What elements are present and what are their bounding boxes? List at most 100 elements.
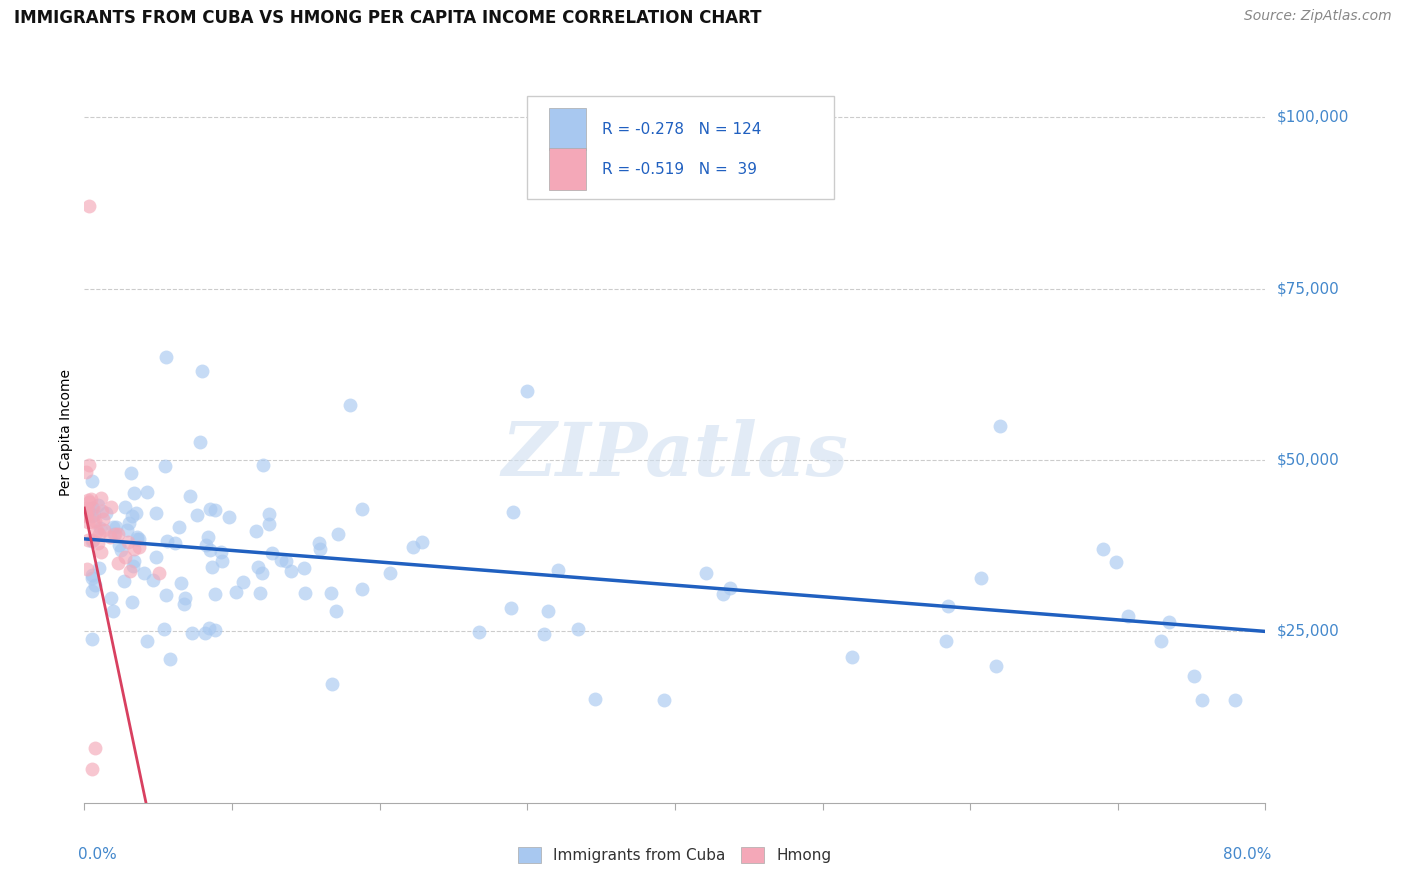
- Point: [1191, 693, 1213, 707]
- Point: [173, 591, 195, 605]
- Point: [246, 560, 269, 574]
- Text: ZIPatlas: ZIPatlas: [502, 418, 848, 491]
- Point: [136, 484, 159, 499]
- Point: [173, 597, 195, 611]
- Point: [90, 503, 112, 517]
- Point: [148, 566, 170, 580]
- Point: [105, 520, 128, 534]
- Point: [225, 585, 247, 599]
- Point: [211, 554, 233, 568]
- Point: [100, 500, 122, 514]
- Point: [77, 495, 100, 509]
- Point: [252, 458, 274, 472]
- Point: [80, 584, 103, 599]
- Point: [583, 692, 606, 706]
- Point: [93, 523, 115, 537]
- Point: [153, 622, 176, 636]
- Y-axis label: Per Capita Income: Per Capita Income: [59, 369, 73, 496]
- Point: [77, 458, 100, 472]
- Point: [499, 601, 522, 615]
- Point: [378, 566, 401, 580]
- Point: [80, 567, 103, 582]
- Point: [145, 549, 167, 564]
- Point: [969, 571, 991, 585]
- Point: [352, 501, 374, 516]
- Point: [159, 652, 181, 666]
- Point: [1116, 609, 1139, 624]
- Point: [125, 506, 148, 520]
- Point: [122, 554, 145, 568]
- Point: [245, 524, 267, 538]
- Point: [100, 591, 122, 605]
- Point: [82, 533, 104, 547]
- Point: [80, 762, 103, 776]
- Text: 80.0%: 80.0%: [1223, 847, 1271, 863]
- Text: $25,000: $25,000: [1277, 624, 1340, 639]
- Text: R = -0.519   N =  39: R = -0.519 N = 39: [602, 161, 756, 177]
- Point: [1223, 693, 1246, 707]
- Point: [308, 535, 330, 549]
- Point: [87, 536, 110, 550]
- Point: [325, 604, 347, 618]
- Point: [198, 542, 221, 557]
- Point: [145, 506, 167, 520]
- Point: [76, 493, 98, 508]
- Point: [841, 649, 863, 664]
- Point: [120, 564, 142, 578]
- FancyBboxPatch shape: [548, 148, 586, 190]
- Point: [90, 491, 112, 505]
- Point: [132, 566, 155, 581]
- Point: [936, 599, 959, 614]
- Point: [328, 526, 350, 541]
- FancyBboxPatch shape: [527, 95, 834, 200]
- Point: [547, 563, 569, 577]
- Point: [114, 550, 136, 565]
- Point: [257, 516, 280, 531]
- Point: [118, 516, 141, 530]
- Point: [180, 625, 202, 640]
- Point: [308, 542, 330, 557]
- Text: 0.0%: 0.0%: [79, 847, 117, 863]
- Point: [91, 512, 114, 526]
- Point: [101, 520, 124, 534]
- Point: [249, 586, 271, 600]
- Point: [103, 526, 125, 541]
- Point: [988, 418, 1011, 433]
- Point: [262, 546, 284, 560]
- Point: [204, 503, 226, 517]
- Point: [87, 498, 110, 512]
- Point: [76, 533, 98, 547]
- Point: [84, 577, 107, 591]
- Point: [128, 540, 150, 554]
- Point: [75, 508, 97, 523]
- Point: [86, 524, 108, 538]
- Point: [107, 526, 129, 541]
- Point: [76, 562, 98, 576]
- Point: [87, 560, 110, 574]
- Point: [204, 587, 226, 601]
- Point: [125, 532, 148, 546]
- Text: Source: ZipAtlas.com: Source: ZipAtlas.com: [1244, 9, 1392, 23]
- Point: [110, 543, 132, 558]
- Point: [270, 553, 292, 567]
- Point: [537, 604, 560, 618]
- Point: [77, 199, 100, 213]
- Point: [82, 501, 104, 516]
- Point: [350, 582, 373, 596]
- Point: [411, 534, 433, 549]
- Point: [294, 586, 316, 600]
- Point: [188, 434, 211, 449]
- Point: [117, 535, 139, 549]
- Point: [83, 508, 105, 522]
- Point: [1182, 668, 1205, 682]
- Point: [1091, 542, 1114, 557]
- Point: [96, 506, 118, 520]
- Point: [198, 502, 221, 516]
- Text: $100,000: $100,000: [1277, 110, 1348, 125]
- Point: [197, 530, 219, 544]
- Point: [292, 561, 315, 575]
- Text: R = -0.278   N = 124: R = -0.278 N = 124: [602, 121, 761, 136]
- Point: [80, 474, 103, 488]
- Point: [257, 507, 280, 521]
- Point: [280, 565, 302, 579]
